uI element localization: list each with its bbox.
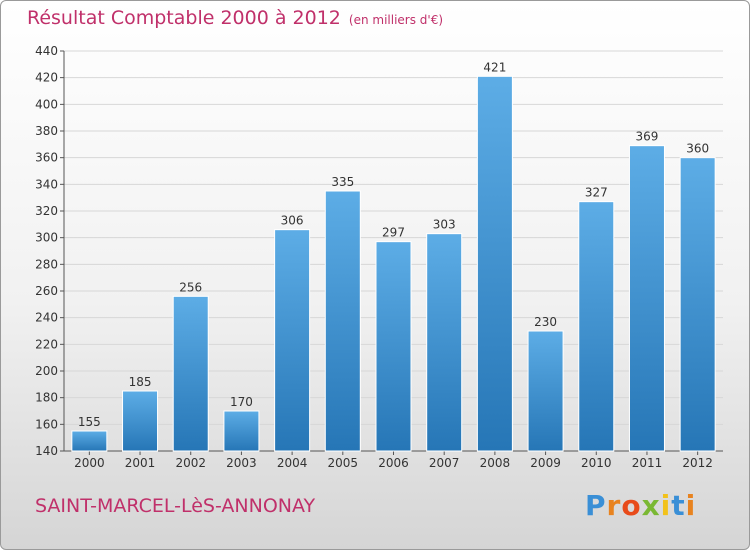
y-tick-label: 380 — [35, 124, 58, 138]
data-label: 306 — [281, 214, 304, 228]
x-tick-label: 2001 — [125, 456, 156, 470]
data-label: 170 — [230, 395, 253, 409]
bar — [223, 410, 260, 452]
logo-letter: o — [621, 489, 642, 522]
chart-subtitle: (en milliers d'€) — [348, 13, 444, 27]
chart-title: Résultat Comptable 2000 à 2012 (en millie… — [27, 7, 443, 29]
x-tick-label: 2006 — [378, 456, 409, 470]
y-tick-label: 340 — [35, 177, 58, 191]
bar — [324, 190, 361, 452]
y-tick-label: 240 — [35, 311, 58, 325]
data-label: 297 — [382, 226, 405, 240]
bar — [375, 241, 412, 452]
bars — [71, 75, 716, 452]
y-tick-label: 360 — [35, 151, 58, 165]
bar — [274, 229, 311, 452]
x-tick-label: 2008 — [480, 456, 511, 470]
y-tick-label: 160 — [35, 417, 58, 431]
bar — [172, 295, 209, 452]
x-tick-label: 2009 — [530, 456, 561, 470]
y-tick-label: 400 — [35, 97, 58, 111]
y-tick-label: 440 — [35, 44, 58, 58]
bar — [71, 430, 108, 452]
y-tick-label: 320 — [35, 204, 58, 218]
y-tick-label: 200 — [35, 364, 58, 378]
x-tick-label: 2005 — [328, 456, 359, 470]
x-tick-label: 2012 — [682, 456, 713, 470]
x-tick-label: 2000 — [74, 456, 105, 470]
logo-letter: t — [671, 489, 686, 522]
logo-letter: P — [585, 489, 607, 522]
y-tick-label: 280 — [35, 257, 58, 271]
bar — [679, 157, 716, 452]
bar — [628, 145, 665, 452]
bar — [527, 330, 564, 452]
x-tick-label: 2004 — [277, 456, 308, 470]
x-tick-label: 2011 — [632, 456, 663, 470]
bar — [476, 75, 513, 452]
data-label: 155 — [78, 415, 101, 429]
y-tick-label: 180 — [35, 391, 58, 405]
x-tick-label: 2010 — [581, 456, 612, 470]
y-tick-label: 300 — [35, 231, 58, 245]
logo-letter: i — [685, 489, 697, 522]
data-label: 360 — [686, 142, 709, 156]
proxiti-logo: Proxiti — [585, 489, 696, 522]
logo-letter: x — [641, 489, 661, 522]
data-label: 230 — [534, 315, 557, 329]
commune-name: SAINT-MARCEL-LèS-ANNONAY — [35, 495, 316, 517]
logo-letter: r — [606, 489, 622, 522]
y-tick-label: 140 — [35, 444, 58, 458]
x-tick-label: 2007 — [429, 456, 460, 470]
bar — [122, 390, 159, 452]
data-labels: 155 185 256 170 306 335 297 303 421 230 327 369 360 — [78, 60, 709, 429]
data-label: 369 — [636, 130, 659, 144]
data-label: 303 — [433, 218, 456, 232]
chart-title-main: Résultat Comptable 2000 à 2012 — [27, 7, 341, 29]
data-label: 327 — [585, 186, 608, 200]
bar — [426, 233, 463, 452]
y-tick-label: 220 — [35, 337, 58, 351]
y-tick-label: 260 — [35, 284, 58, 298]
data-label: 421 — [483, 60, 506, 74]
data-label: 185 — [129, 375, 152, 389]
logo-letter: i — [660, 489, 672, 522]
bar — [578, 201, 615, 452]
data-label: 335 — [331, 175, 354, 189]
y-tick-label: 420 — [35, 71, 58, 85]
x-tick-label: 2002 — [175, 456, 206, 470]
x-tick-label: 2003 — [226, 456, 257, 470]
data-label: 256 — [179, 280, 202, 294]
axes: 140 160 180 200 220 240 260 280 300 320 340 360 380 4… — [35, 44, 723, 470]
